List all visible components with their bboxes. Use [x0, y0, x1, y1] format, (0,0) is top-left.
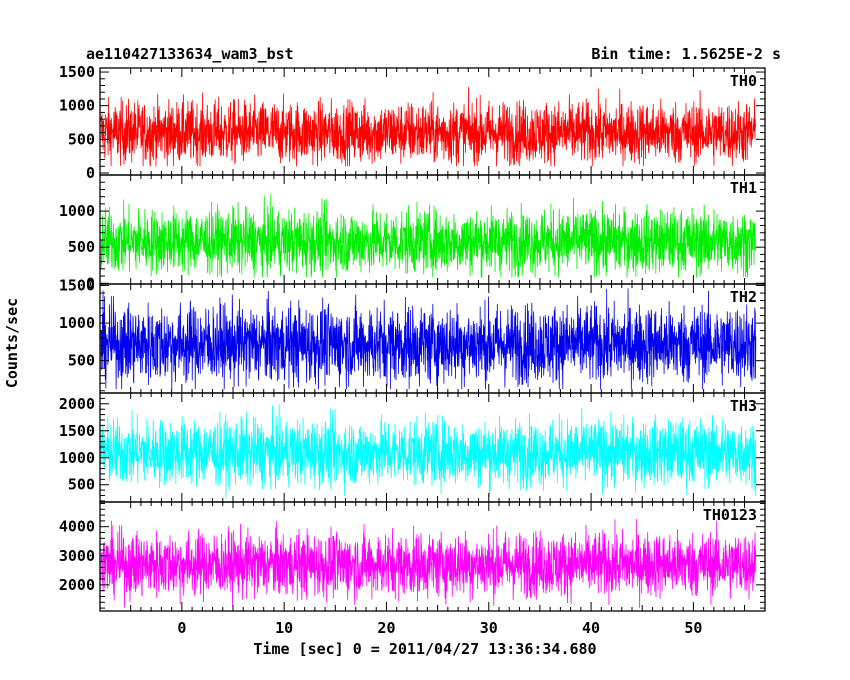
- panel-label-th2: TH2: [730, 288, 757, 306]
- series-line-th1: [100, 193, 757, 278]
- y-axis-label: Counts/sec: [3, 298, 21, 388]
- y-tick-label: 4000: [59, 518, 95, 536]
- panel-frame: [99, 501, 766, 612]
- y-tick-label: 1000: [59, 314, 95, 332]
- y-tick-label: 500: [68, 476, 95, 494]
- y-tick-label: 3000: [59, 547, 95, 565]
- y-tick-label: 1500: [59, 63, 95, 81]
- series-line-th2: [100, 288, 757, 390]
- series-line-th3: [100, 403, 757, 499]
- panel-th0: 0 500 1000 1500 TH0: [59, 63, 766, 182]
- x-tick-label: 50: [684, 619, 702, 637]
- y-tick-label: 0: [86, 274, 95, 292]
- x-tick-label: 20: [377, 619, 395, 637]
- y-tick-label: 0: [86, 164, 95, 182]
- y-tick-label: 500: [68, 130, 95, 148]
- y-tick-label: 1500: [59, 422, 95, 440]
- panel-label-th3: TH3: [730, 397, 757, 415]
- x-axis-label: Time [sec] 0 = 2011/04/27 13:36:34.680: [253, 640, 596, 658]
- y-tick-label: 1000: [59, 202, 95, 220]
- y-tick-label: 2000: [59, 576, 95, 594]
- y-tick-label: 500: [68, 238, 95, 256]
- series-line-th0: [100, 87, 757, 167]
- panel-label-th0: TH0: [730, 72, 757, 90]
- panel-th3: 500 1000 1500 2000 TH3: [59, 392, 766, 503]
- x-tick-label: 10: [275, 619, 293, 637]
- y-tick-label: 2000: [59, 395, 95, 413]
- y-tick-label: 500: [68, 352, 95, 370]
- x-tick-label: 30: [480, 619, 498, 637]
- panel-th2: 500 1000 1500 TH2: [59, 277, 766, 394]
- panel-label-th0123: TH0123: [703, 506, 757, 524]
- y-tick-label: 1000: [59, 449, 95, 467]
- panel-th1: 0 500 1000 TH1: [59, 174, 766, 292]
- y-tick-label: 1000: [59, 97, 95, 115]
- chart-title-right: Bin time: 1.5625E-2 s: [591, 45, 781, 63]
- x-tick-label: 0: [177, 619, 186, 637]
- panel-th0123: 2000 3000 4000 TH0123: [59, 501, 766, 612]
- panel-label-th1: TH1: [730, 179, 757, 197]
- series-line-th0123: [100, 519, 757, 608]
- chart-title-left: ae110427133634_wam3_bst: [86, 45, 294, 63]
- x-tick-label: 40: [582, 619, 600, 637]
- y-tick-label: 1500: [59, 277, 95, 295]
